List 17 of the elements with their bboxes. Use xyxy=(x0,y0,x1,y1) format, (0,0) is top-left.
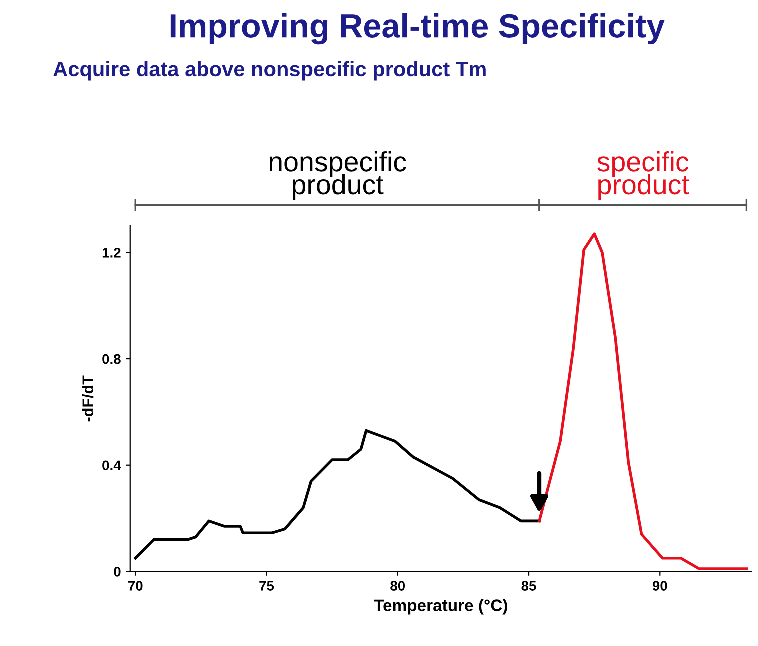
y-tick-label: 0 xyxy=(114,567,121,577)
x-tick-label: 80 xyxy=(390,581,406,591)
chart-subtitle: Acquire data above nonspecific product Tm xyxy=(54,61,486,81)
line-series xyxy=(538,232,748,570)
chart-title: Improving Real-time Specificity xyxy=(170,13,665,45)
x-tick-label: 75 xyxy=(260,581,274,591)
line-series xyxy=(134,429,541,560)
text: specific product xyxy=(598,151,690,200)
y-axis-title: -dF/dT xyxy=(82,376,94,422)
y-tick-label: 0.4 xyxy=(102,460,122,471)
x-tick-label: 85 xyxy=(522,581,536,591)
text: nonspecific product xyxy=(270,151,406,200)
x-tick-label: 70 xyxy=(128,581,143,591)
y-tick-label: 0.8 xyxy=(102,354,121,364)
x-axis-title: Temperature (°C) xyxy=(374,599,508,615)
x-tick-label: 90 xyxy=(652,581,668,591)
y-tick-label: 1.2 xyxy=(102,248,121,258)
